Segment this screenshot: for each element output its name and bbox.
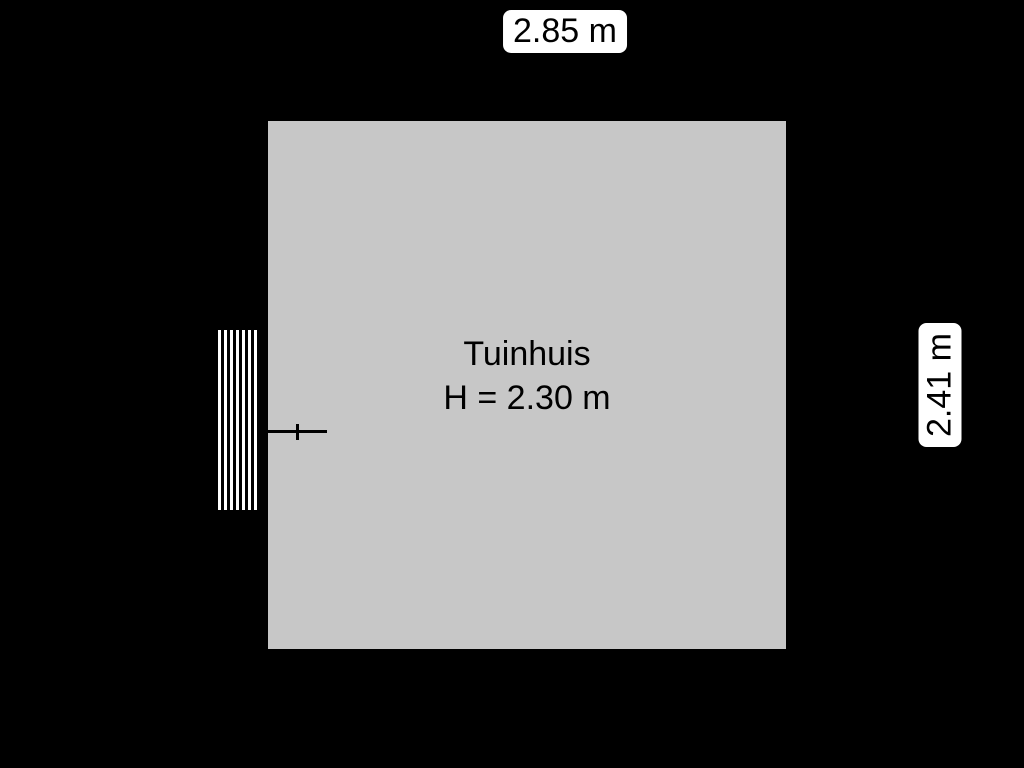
- room-height: H = 2.30 m: [268, 376, 786, 420]
- door-leaf: [218, 330, 221, 510]
- door-swing-line: [257, 430, 327, 433]
- room-tuinhuis: TuinhuisH = 2.30 m: [262, 115, 792, 655]
- door-leaf: [230, 330, 233, 510]
- door-swing-tick: [296, 424, 299, 440]
- door-leaf: [224, 330, 227, 510]
- dimension-width-label: 2.85 m: [503, 10, 627, 53]
- door-leaf: [254, 330, 257, 510]
- floorplan-canvas: TuinhuisH = 2.30 m 2.85 m 2.41 m: [0, 0, 1024, 768]
- door-leaf: [236, 330, 239, 510]
- dimension-height-label: 2.41 m: [919, 323, 962, 447]
- room-name: Tuinhuis: [268, 332, 786, 376]
- door-leaf: [242, 330, 245, 510]
- door-leaf: [248, 330, 251, 510]
- room-label: TuinhuisH = 2.30 m: [268, 332, 786, 420]
